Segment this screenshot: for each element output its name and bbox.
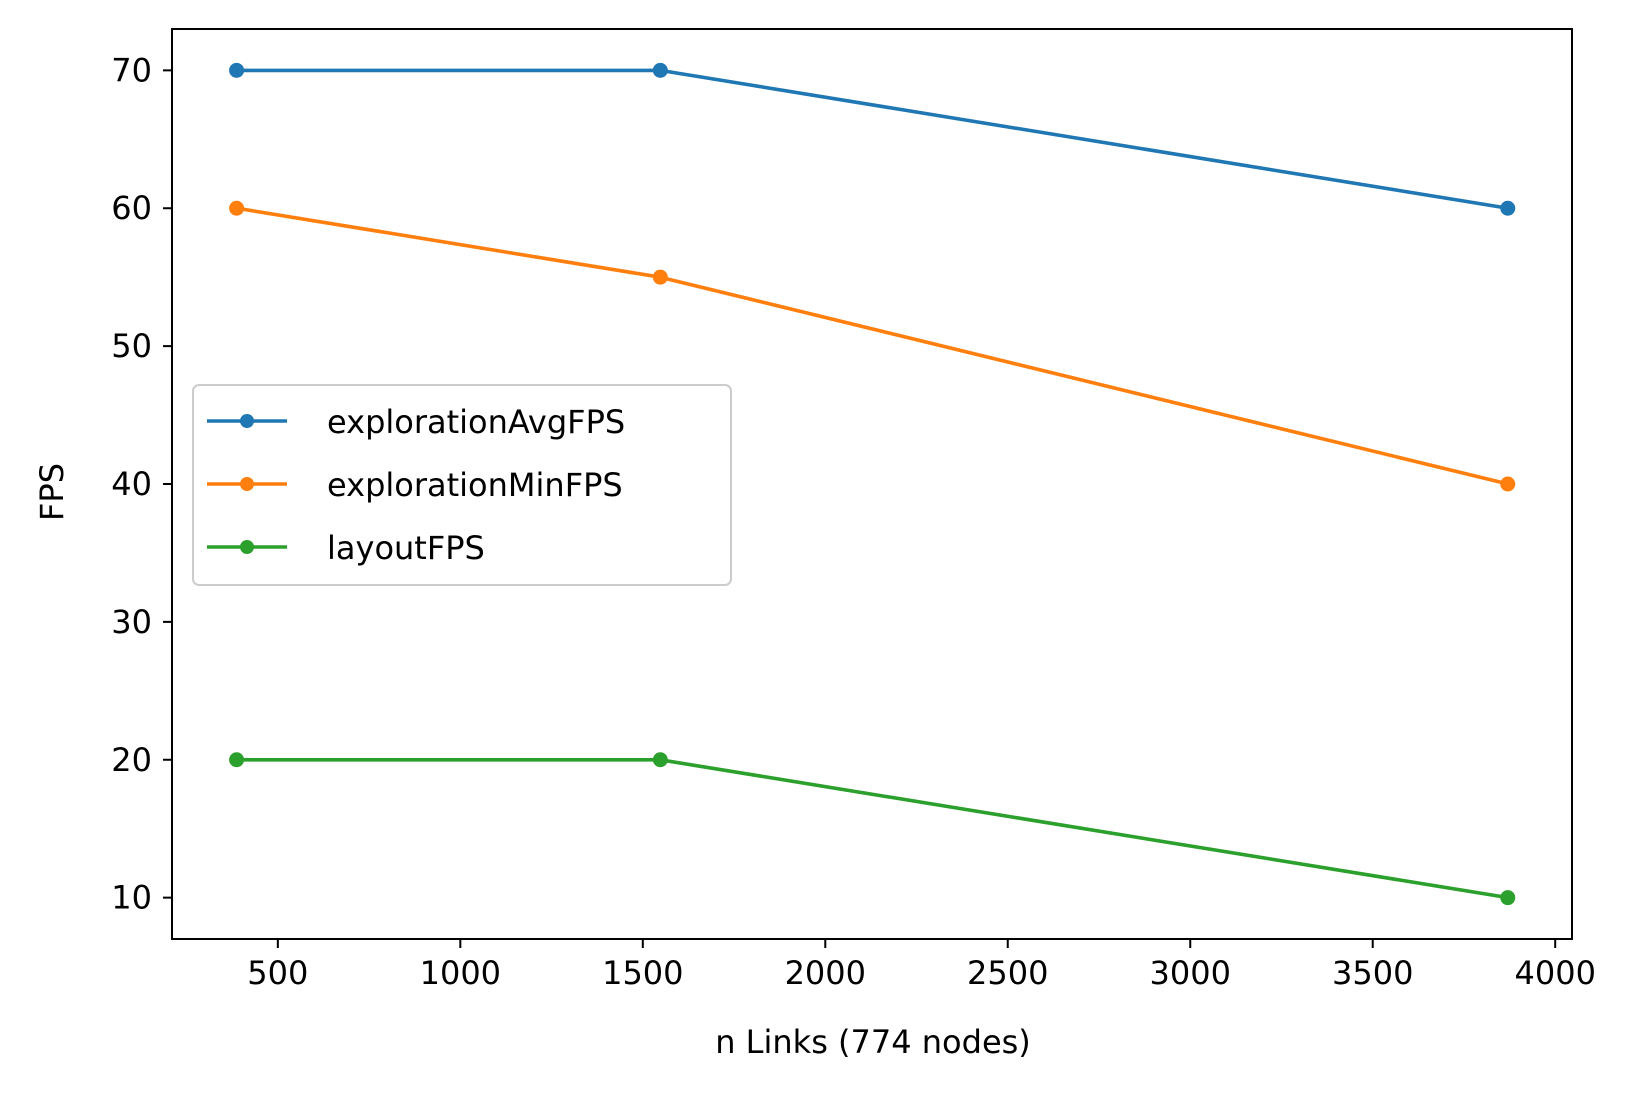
legend-label-0: explorationAvgFPS	[327, 403, 625, 441]
x-tick-label: 2500	[967, 954, 1048, 992]
data-point-2-0	[229, 752, 245, 768]
x-tick-label: 1500	[602, 954, 683, 992]
y-tick-label: 70	[111, 51, 152, 89]
data-point-1-1	[652, 269, 668, 285]
x-tick-label: 4000	[1514, 954, 1595, 992]
series-line-0	[234, 68, 1510, 211]
data-point-1-0	[229, 200, 245, 216]
data-point-2-2	[1500, 890, 1516, 906]
x-tick-label: 2000	[785, 954, 866, 992]
axes-layer: 500 1000 1500 2000 2500 3000 3500 4000 10 20 30 40 5…	[111, 28, 1596, 992]
y-tick-label: 10	[111, 879, 152, 917]
x-tick-label: 1000	[420, 954, 501, 992]
legend-label-1: explorationMinFPS	[327, 466, 623, 504]
y-tick-label: 60	[111, 189, 152, 227]
x-tick-label: 500	[247, 954, 308, 992]
legend-marker-1	[240, 477, 254, 491]
data-point-0-0	[229, 62, 245, 78]
data-point-0-2	[1500, 200, 1516, 216]
x-tick-label: 3000	[1150, 954, 1231, 992]
y-tick-label: 20	[111, 741, 152, 779]
data-point-1-2	[1500, 476, 1516, 492]
legend-box	[192, 384, 732, 586]
plot-layer	[229, 62, 1516, 906]
data-point-0-1	[652, 62, 668, 78]
legend: explorationAvgFPS explorationMinFPS layout…	[192, 384, 732, 586]
y-tick-label: 50	[111, 327, 152, 365]
y-tick-label: 40	[111, 465, 152, 503]
x-axis-title: n Links (774 nodes)	[715, 1023, 1031, 1061]
legend-marker-2	[240, 540, 254, 554]
y-tick-label: 30	[111, 603, 152, 641]
legend-marker-0	[240, 414, 254, 428]
data-point-2-1	[652, 752, 668, 768]
series-line-2	[234, 757, 1510, 900]
y-axis-title: FPS	[33, 463, 71, 521]
legend-label-2: layoutFPS	[327, 529, 485, 567]
x-tick-label: 3500	[1332, 954, 1413, 992]
